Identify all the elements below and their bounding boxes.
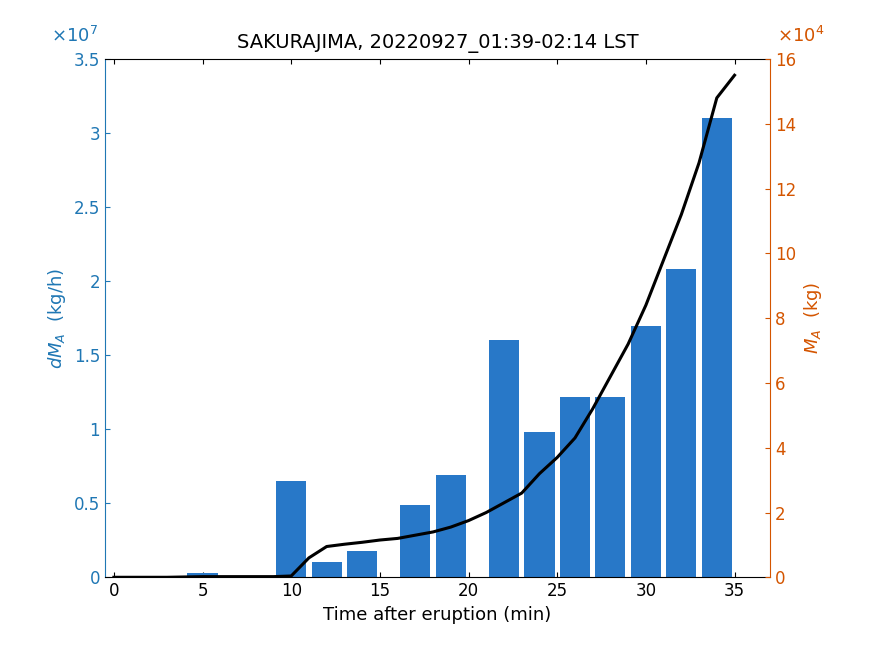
Text: $\times 10^7$: $\times 10^7$ (52, 26, 98, 46)
Bar (436, 475, 466, 577)
Bar (187, 573, 218, 577)
Bar (560, 397, 590, 577)
Bar (400, 504, 430, 577)
Bar (312, 562, 342, 577)
Bar (347, 550, 377, 577)
Bar (489, 340, 519, 577)
X-axis label: Time after eruption (min): Time after eruption (min) (324, 605, 551, 624)
Y-axis label: $dM_A$  (kg/h): $dM_A$ (kg/h) (46, 268, 68, 369)
Bar (666, 270, 696, 577)
Bar (595, 397, 626, 577)
Title: SAKURAJIMA, 20220927_01:39-02:14 LST: SAKURAJIMA, 20220927_01:39-02:14 LST (236, 34, 639, 53)
Bar (524, 432, 555, 577)
Bar (702, 118, 731, 577)
Y-axis label: $M_A$  (kg): $M_A$ (kg) (802, 282, 823, 354)
Text: $\times 10^4$: $\times 10^4$ (777, 26, 824, 46)
Bar (631, 325, 661, 577)
Bar (276, 481, 306, 577)
